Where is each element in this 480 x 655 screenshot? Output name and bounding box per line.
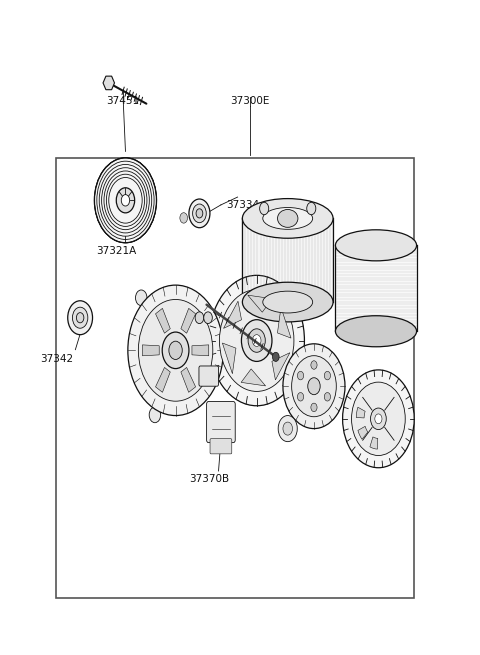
Circle shape	[138, 299, 213, 402]
Polygon shape	[103, 76, 115, 90]
Polygon shape	[272, 352, 290, 380]
Circle shape	[375, 414, 382, 424]
Wedge shape	[370, 437, 378, 449]
Text: 37451: 37451	[107, 96, 140, 106]
Circle shape	[371, 408, 386, 430]
Circle shape	[298, 371, 304, 380]
FancyBboxPatch shape	[210, 439, 232, 454]
Ellipse shape	[242, 282, 333, 322]
Circle shape	[196, 209, 203, 218]
Circle shape	[343, 370, 414, 468]
Circle shape	[252, 335, 261, 346]
Circle shape	[128, 285, 223, 415]
Ellipse shape	[242, 198, 333, 238]
Circle shape	[324, 392, 331, 401]
Polygon shape	[277, 307, 291, 338]
Ellipse shape	[277, 210, 298, 227]
Circle shape	[298, 392, 304, 401]
Polygon shape	[222, 343, 236, 374]
Polygon shape	[241, 369, 265, 386]
Ellipse shape	[336, 230, 417, 261]
Circle shape	[308, 378, 320, 395]
Circle shape	[135, 290, 147, 306]
Polygon shape	[156, 367, 170, 392]
Text: 37300E: 37300E	[230, 96, 269, 106]
Ellipse shape	[336, 316, 417, 346]
Circle shape	[209, 275, 304, 405]
Ellipse shape	[263, 291, 312, 313]
Circle shape	[324, 371, 331, 380]
Polygon shape	[192, 345, 209, 356]
Ellipse shape	[263, 208, 312, 229]
Wedge shape	[358, 426, 368, 440]
FancyBboxPatch shape	[206, 402, 235, 443]
Circle shape	[260, 202, 269, 215]
Circle shape	[283, 422, 292, 435]
Circle shape	[121, 195, 130, 206]
Circle shape	[189, 199, 210, 228]
Circle shape	[351, 382, 405, 455]
Polygon shape	[143, 345, 159, 356]
Circle shape	[273, 352, 279, 362]
Circle shape	[192, 204, 206, 223]
Circle shape	[307, 202, 316, 215]
Circle shape	[95, 158, 156, 243]
Circle shape	[292, 356, 336, 417]
Circle shape	[149, 407, 161, 422]
Circle shape	[72, 307, 88, 328]
Wedge shape	[356, 407, 365, 418]
Text: 37334: 37334	[226, 200, 259, 210]
Circle shape	[311, 361, 317, 369]
Text: 37321A: 37321A	[96, 246, 136, 256]
Circle shape	[219, 290, 294, 392]
Circle shape	[76, 312, 84, 323]
Polygon shape	[336, 246, 417, 331]
Polygon shape	[181, 309, 196, 333]
Circle shape	[204, 312, 212, 324]
Circle shape	[68, 301, 93, 335]
Polygon shape	[248, 295, 272, 312]
Text: 37342: 37342	[40, 354, 73, 364]
Circle shape	[241, 320, 272, 362]
Text: 37370B: 37370B	[189, 474, 229, 484]
Circle shape	[248, 329, 265, 352]
Circle shape	[180, 213, 188, 223]
Polygon shape	[242, 218, 333, 302]
Polygon shape	[181, 367, 196, 392]
Circle shape	[169, 341, 182, 360]
Polygon shape	[156, 309, 170, 333]
Polygon shape	[224, 301, 241, 328]
Circle shape	[219, 322, 230, 337]
Circle shape	[116, 188, 135, 213]
Circle shape	[162, 332, 189, 369]
Circle shape	[283, 344, 345, 428]
Circle shape	[311, 403, 317, 411]
Circle shape	[278, 415, 297, 441]
FancyBboxPatch shape	[199, 366, 218, 386]
Circle shape	[195, 312, 204, 324]
Bar	[56, 158, 414, 598]
